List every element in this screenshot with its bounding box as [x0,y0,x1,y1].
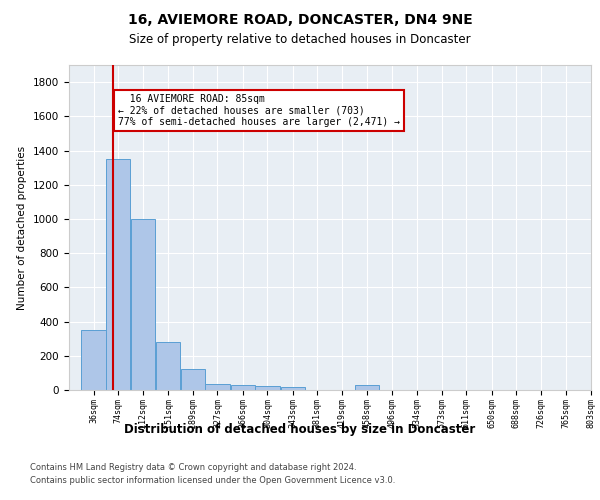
Text: Contains public sector information licensed under the Open Government Licence v3: Contains public sector information licen… [30,476,395,485]
Bar [205,384,230,390]
Bar [131,219,155,390]
Bar [106,159,130,390]
Bar [230,384,255,390]
Text: 16 AVIEMORE ROAD: 85sqm
← 22% of detached houses are smaller (703)
77% of semi-d: 16 AVIEMORE ROAD: 85sqm ← 22% of detache… [118,94,400,128]
Bar [281,387,305,390]
Bar [355,385,379,390]
Text: 16, AVIEMORE ROAD, DONCASTER, DN4 9NE: 16, AVIEMORE ROAD, DONCASTER, DN4 9NE [128,12,472,26]
Y-axis label: Number of detached properties: Number of detached properties [17,146,28,310]
Bar [156,342,181,390]
Text: Size of property relative to detached houses in Doncaster: Size of property relative to detached ho… [129,32,471,46]
Bar [82,330,106,390]
Text: Contains HM Land Registry data © Crown copyright and database right 2024.: Contains HM Land Registry data © Crown c… [30,462,356,471]
Bar [255,386,280,390]
Text: Distribution of detached houses by size in Doncaster: Distribution of detached houses by size … [124,422,476,436]
Bar [181,370,205,390]
